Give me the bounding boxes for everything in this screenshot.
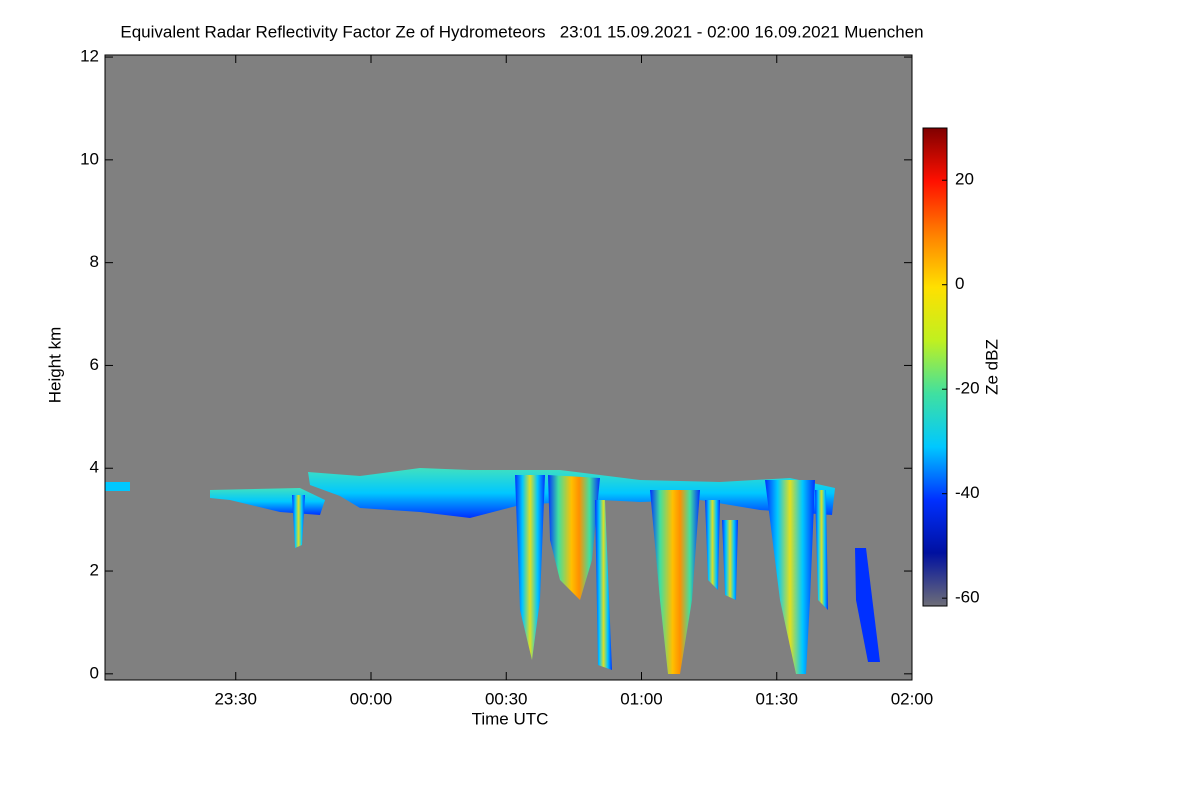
colorbar bbox=[922, 127, 948, 607]
x-tick-label: 01:30 bbox=[755, 689, 798, 708]
echo bbox=[515, 475, 545, 660]
echo bbox=[722, 520, 738, 600]
y-axis-label: Height km bbox=[45, 327, 64, 404]
colorbar-label: Ze dBZ bbox=[982, 339, 1001, 395]
echo bbox=[292, 495, 305, 548]
echo bbox=[650, 490, 700, 674]
plot-frame bbox=[104, 54, 913, 681]
echo bbox=[815, 490, 828, 610]
y-tick-label: 8 bbox=[90, 252, 99, 271]
chart-title: Equivalent Radar Reflectivity Factor Ze … bbox=[120, 22, 923, 41]
y-tick-label: 6 bbox=[90, 355, 99, 374]
x-axis-label: Time UTC bbox=[472, 709, 549, 728]
echo bbox=[548, 475, 600, 600]
colorbar-tick-label: 20 bbox=[955, 170, 974, 189]
colorbar-tick-label: -40 bbox=[955, 483, 980, 502]
y-tick-label: 10 bbox=[80, 149, 99, 168]
echo bbox=[105, 482, 130, 491]
x-tick-label: 23:30 bbox=[214, 689, 257, 708]
y-tick-label: 4 bbox=[90, 458, 99, 477]
colorbar-tick-label: -20 bbox=[955, 379, 980, 398]
x-tick-label: 02:00 bbox=[891, 689, 934, 708]
y-tick-label: 12 bbox=[80, 47, 99, 66]
echo bbox=[705, 500, 720, 590]
colorbar-tick-label: -60 bbox=[955, 588, 980, 607]
echo bbox=[595, 500, 612, 670]
echo bbox=[855, 548, 880, 662]
y-tick-label: 0 bbox=[90, 663, 99, 682]
x-tick-label: 01:00 bbox=[620, 689, 663, 708]
echoes bbox=[105, 468, 880, 674]
x-tick-label: 00:30 bbox=[485, 689, 528, 708]
colorbar-tick-label: 0 bbox=[955, 274, 964, 293]
echo bbox=[765, 480, 815, 674]
x-tick-label: 00:00 bbox=[350, 689, 393, 708]
y-tick-label: 2 bbox=[90, 561, 99, 580]
